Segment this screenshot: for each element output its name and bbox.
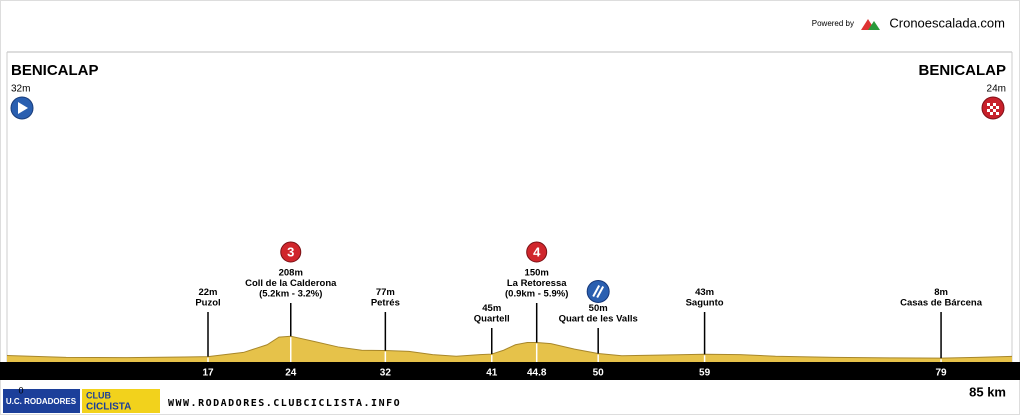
waypoint-elevation: 22m [198,287,217,298]
logo-left [3,389,80,413]
category-label: 4 [533,244,541,259]
waypoint-detail: (0.9km - 5.9%) [505,289,568,300]
finish-name: BENICALAP [918,62,1006,79]
powered-by: Powered by [812,19,854,28]
start-name: BENICALAP [11,62,99,79]
start-elevation: 32m [11,84,30,95]
km-band [0,362,1020,380]
x-tick-label: 50 [593,368,605,379]
logo-club [82,389,160,413]
waypoint-elevation: 50m [589,303,608,314]
waypoint-name: Casas de Bárcena [900,298,983,309]
waypoint-name: Puzol [195,298,220,309]
x-tick-label: 79 [935,368,947,379]
waypoint-detail: (5.2km - 3.2%) [259,289,322,300]
waypoint-name: Quartell [474,314,510,325]
waypoint-elevation: 45m [482,303,501,314]
logo-club-text: CICLISTA [86,402,131,413]
category-badge [280,241,302,263]
waypoint-name: Quart de les Valls [559,314,638,325]
total-distance: 85 km [969,384,1006,399]
sprint-icon [586,280,610,303]
footer: WWW.RODADORES.CLUBCICLISTA.INFO [168,398,401,409]
sprint-icon [592,285,605,298]
logo-club-text: CLUB [86,390,111,400]
x-tick-label: 24 [285,368,297,379]
brand: Cronoescalada.com [889,15,1005,30]
category-badge [526,241,548,263]
waypoint-name: Sagunto [686,298,724,309]
finish-icon [987,103,999,115]
waypoint-elevation: 150m [525,268,549,279]
start-icon [18,102,28,114]
frame-side [6,52,1013,380]
category-label: 3 [287,244,294,259]
finish-elevation: 24m [987,84,1006,95]
logo-left-text: U.C. RODADORES [6,397,77,406]
waypoint-name: Petrés [371,298,400,309]
x-tick-label: 44.8 [527,368,547,379]
x-tick-label: 59 [699,368,711,379]
elevation-area [7,336,1012,362]
waypoint-name: La Retoressa [507,278,567,289]
waypoint-elevation: 208m [279,268,303,279]
x-tick-label: 32 [380,368,392,379]
x-tick-label: 41 [486,368,498,379]
waypoint-elevation: 8m [934,287,948,298]
brand-logo [868,21,880,30]
waypoint-elevation: 43m [695,287,714,298]
x-tick-label: 17 [202,368,214,379]
x-start-label: 0 [18,385,23,395]
waypoint-elevation: 77m [376,287,395,298]
waypoint-name: Coll de la Calderona [245,278,337,289]
